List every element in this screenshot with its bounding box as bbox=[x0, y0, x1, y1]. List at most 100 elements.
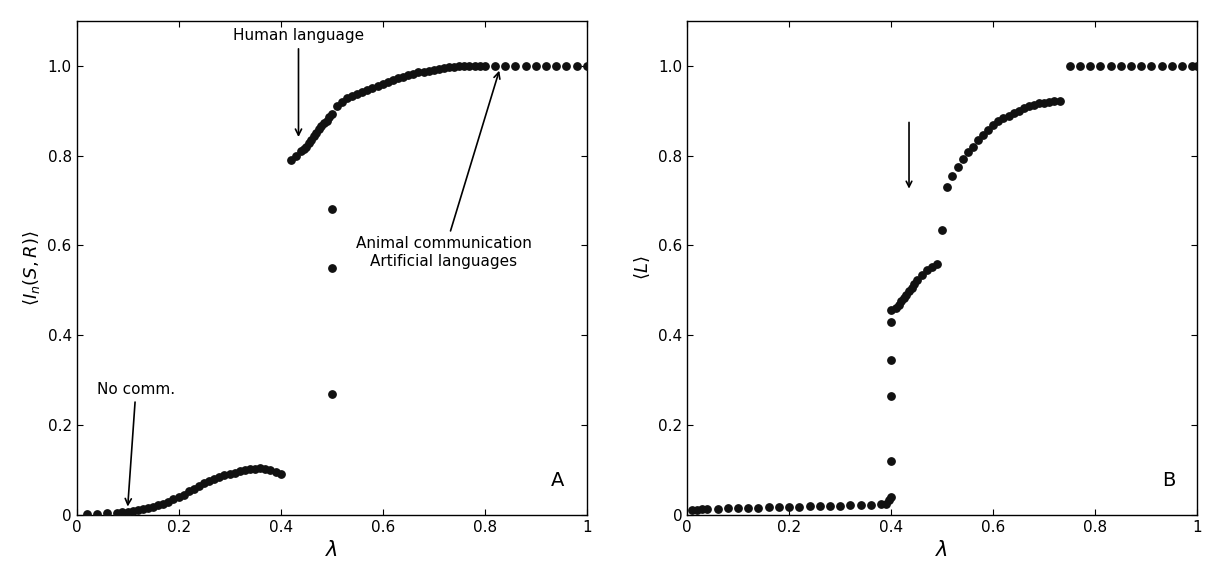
Point bbox=[291, 146, 311, 156]
Point bbox=[159, 497, 179, 507]
Point bbox=[1141, 61, 1161, 70]
Point bbox=[1044, 96, 1064, 106]
Point bbox=[892, 297, 911, 306]
Point bbox=[958, 148, 977, 157]
Point bbox=[204, 474, 224, 483]
Point bbox=[708, 504, 728, 514]
Point bbox=[378, 77, 397, 87]
Point bbox=[148, 501, 168, 510]
Point bbox=[894, 293, 914, 303]
Point bbox=[1035, 98, 1054, 107]
Point bbox=[164, 495, 183, 504]
Point bbox=[342, 91, 362, 101]
Point bbox=[899, 286, 918, 296]
Point bbox=[505, 61, 525, 70]
Point bbox=[296, 142, 316, 151]
Point bbox=[333, 97, 352, 106]
Point bbox=[128, 505, 148, 514]
Point bbox=[465, 61, 484, 70]
Point bbox=[882, 492, 901, 501]
Point bbox=[917, 266, 937, 275]
Point bbox=[388, 74, 407, 83]
Point bbox=[999, 111, 1019, 120]
Point bbox=[138, 503, 158, 512]
Point bbox=[938, 182, 958, 192]
Point bbox=[887, 303, 906, 313]
Point bbox=[682, 505, 702, 515]
Point bbox=[948, 162, 967, 171]
Point bbox=[199, 476, 219, 486]
Point bbox=[830, 501, 850, 511]
Point bbox=[871, 500, 890, 509]
Point bbox=[739, 503, 758, 512]
Point bbox=[220, 469, 240, 479]
Point bbox=[1014, 104, 1033, 113]
Point bbox=[286, 151, 306, 160]
Point bbox=[352, 87, 372, 96]
Point bbox=[1131, 61, 1151, 70]
Point bbox=[108, 508, 127, 517]
Point bbox=[953, 154, 972, 163]
Point bbox=[779, 502, 799, 511]
Point bbox=[769, 503, 789, 512]
Point bbox=[988, 117, 1008, 126]
Point bbox=[889, 300, 909, 309]
Point bbox=[927, 260, 947, 269]
Point bbox=[194, 479, 214, 488]
Point bbox=[122, 506, 142, 515]
Point bbox=[851, 501, 871, 510]
Point bbox=[383, 76, 402, 85]
Point bbox=[978, 125, 998, 135]
Point bbox=[265, 468, 285, 477]
Point bbox=[1030, 99, 1049, 108]
Point bbox=[547, 61, 566, 70]
Point bbox=[260, 465, 280, 475]
Point bbox=[399, 70, 418, 80]
Point bbox=[943, 171, 963, 180]
Point bbox=[1183, 61, 1202, 70]
Point bbox=[1162, 61, 1181, 70]
Point bbox=[974, 131, 993, 140]
Point bbox=[185, 484, 204, 493]
Point bbox=[1188, 61, 1207, 70]
Point bbox=[495, 61, 515, 70]
Y-axis label: $\langle L \rangle$: $\langle L \rangle$ bbox=[634, 256, 652, 280]
Point bbox=[1070, 61, 1090, 70]
Point bbox=[861, 500, 881, 510]
Point bbox=[821, 501, 840, 511]
Point bbox=[983, 120, 1003, 130]
Point bbox=[922, 262, 942, 271]
Text: A: A bbox=[552, 471, 565, 490]
Point bbox=[1173, 61, 1192, 70]
Point bbox=[240, 465, 259, 474]
Point bbox=[270, 469, 290, 479]
Point bbox=[309, 125, 329, 134]
Point bbox=[993, 114, 1013, 123]
Text: Animal communication
Artificial languages: Animal communication Artificial language… bbox=[356, 73, 532, 269]
Point bbox=[879, 496, 899, 505]
Point bbox=[810, 501, 829, 511]
Point bbox=[969, 135, 988, 145]
Point bbox=[455, 61, 475, 70]
Point bbox=[305, 131, 324, 141]
Point bbox=[896, 290, 916, 299]
Point bbox=[687, 505, 707, 514]
Point bbox=[904, 279, 923, 289]
Point bbox=[1009, 106, 1029, 115]
Point bbox=[932, 225, 951, 234]
Point bbox=[692, 505, 712, 514]
Point bbox=[1004, 108, 1024, 117]
Point bbox=[322, 109, 341, 119]
Point bbox=[1091, 61, 1110, 70]
Point bbox=[312, 121, 331, 131]
Point bbox=[404, 69, 423, 78]
Point bbox=[317, 116, 336, 125]
Point bbox=[225, 468, 245, 477]
Point bbox=[256, 464, 275, 473]
Point bbox=[357, 85, 377, 94]
Point bbox=[298, 138, 318, 148]
Point bbox=[77, 510, 97, 519]
Point bbox=[882, 391, 901, 400]
Point bbox=[790, 502, 810, 511]
Point bbox=[439, 62, 459, 71]
